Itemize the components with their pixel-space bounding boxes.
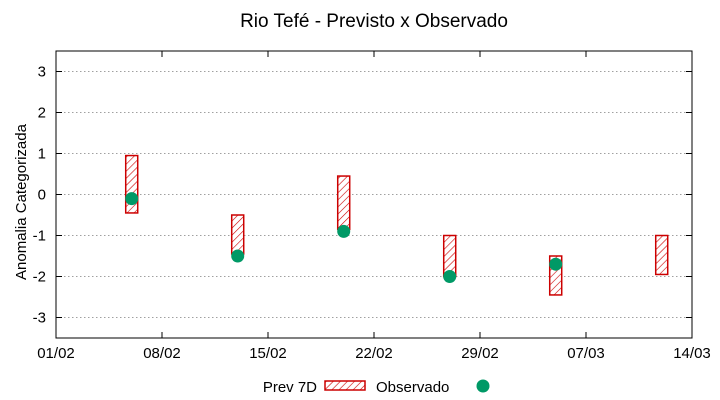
observed-point [125, 192, 139, 206]
observed-point [231, 249, 245, 263]
forecast-range-bar [336, 175, 351, 231]
x-tick-label: 08/02 [143, 345, 181, 362]
y-tick-label: -2 [33, 269, 46, 286]
chart-title: Rio Tefé - Previsto x Observado [240, 11, 508, 32]
forecast-range-bar [230, 214, 245, 255]
x-tick-label: 07/03 [567, 345, 605, 362]
x-tick-label: 14/03 [673, 345, 711, 362]
observed-point [443, 270, 457, 283]
y-tick-label: 0 [38, 187, 46, 204]
observed-point [337, 224, 351, 238]
forecast-range-bar [654, 234, 669, 276]
y-axis-label: Anomalia Categorizada [13, 123, 30, 280]
legend: Prev 7D Observado [263, 379, 490, 396]
legend-label-observado: Observado [376, 379, 449, 396]
x-tick-label: 15/02 [249, 345, 287, 362]
legend-label-prev-7d: Prev 7D [263, 379, 317, 396]
axis-ticks: -3 -2 -1 0 1 2 3 01/02 08/02 15/02 22/02 29/02 07/03… [33, 51, 711, 362]
legend-swatch-observado [476, 379, 490, 393]
y-tick-label: 3 [38, 64, 46, 81]
y-tick-label: 1 [38, 146, 46, 163]
y-tick-label: 2 [38, 105, 46, 122]
observed-point [549, 257, 563, 271]
chart-marks [124, 154, 669, 296]
y-tick-label: -1 [33, 228, 46, 245]
x-tick-label: 29/02 [461, 345, 499, 362]
x-tick-label: 22/02 [355, 345, 393, 362]
legend-swatch-prev-7d [324, 380, 366, 391]
grid [56, 71, 692, 318]
x-tick-label: 01/02 [37, 345, 75, 362]
y-tick-label: -3 [33, 310, 46, 327]
